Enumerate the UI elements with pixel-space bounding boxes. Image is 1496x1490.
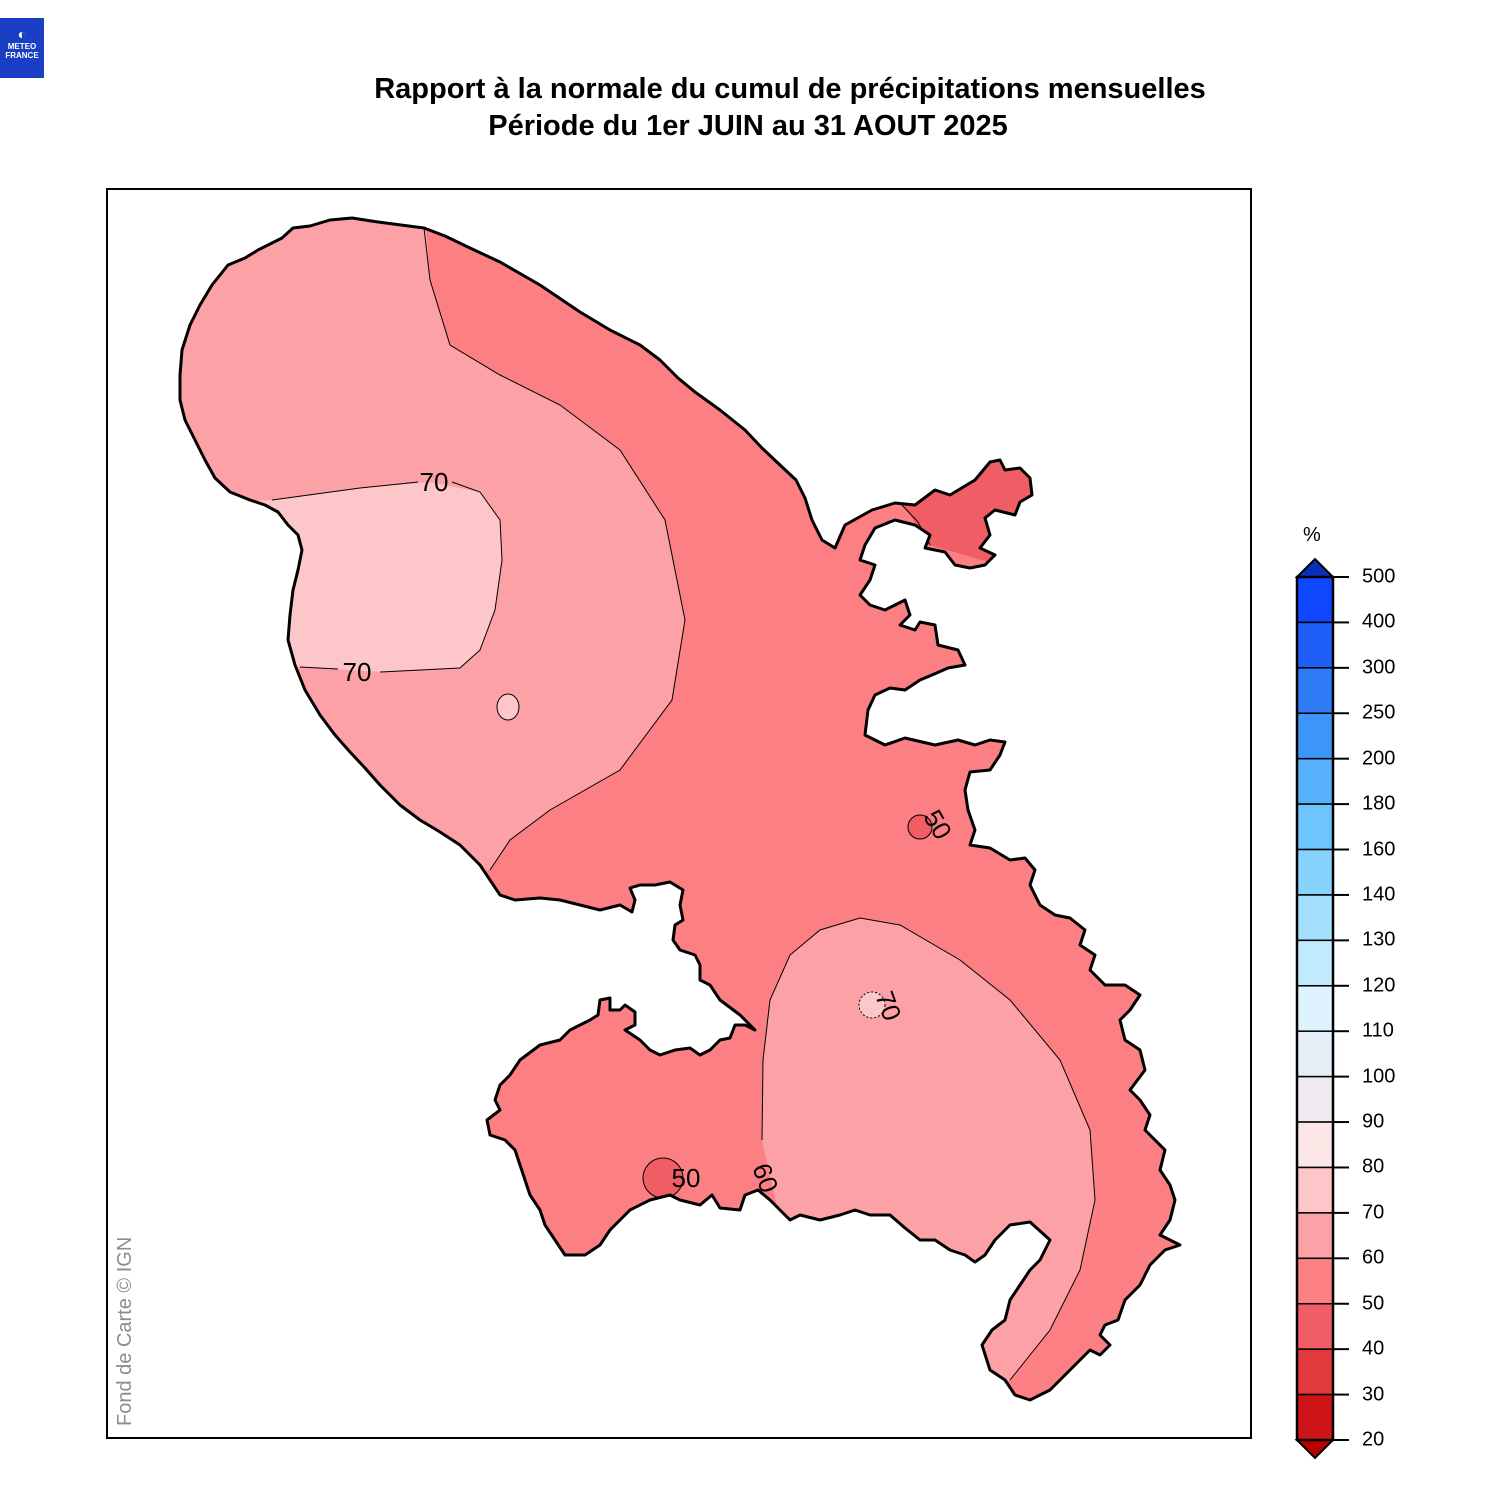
meteo-france-logo: ◐ METEO FRANCE — [0, 18, 44, 78]
legend-unit: % — [1303, 524, 1321, 546]
legend-bin — [1296, 939, 1334, 987]
zone-70-80-plateau — [180, 482, 502, 672]
legend-bin — [1296, 894, 1334, 942]
legend-tick-label: 400 — [1362, 610, 1396, 633]
legend-bin — [1296, 1212, 1334, 1260]
legend-bin — [1296, 1121, 1334, 1169]
legend-tick-label: 60 — [1362, 1246, 1385, 1269]
legend-colorbar — [1294, 557, 1349, 1460]
legend-tick-label: 250 — [1362, 701, 1396, 724]
legend-bin — [1296, 757, 1334, 805]
precipitation-zones — [180, 218, 1180, 1400]
zone-40-50-core-east — [907, 814, 933, 840]
legend-bin — [1296, 1257, 1334, 1305]
legend-tick-label: 120 — [1362, 974, 1396, 997]
legend-tick-label: 20 — [1362, 1428, 1385, 1451]
legend-tick-label: 70 — [1362, 1201, 1385, 1224]
legend-tick-label: 180 — [1362, 792, 1396, 815]
legend-bin — [1296, 985, 1334, 1032]
logo-line2: FRANCE — [5, 51, 39, 60]
map-credit: Fond de Carte © IGN — [114, 1236, 136, 1426]
legend-bin — [1296, 667, 1334, 715]
legend-bin — [1296, 1166, 1334, 1214]
legend-tick-label: 110 — [1362, 1019, 1394, 1042]
chart-title: Rapport à la normale du cumul de précipi… — [374, 73, 1206, 105]
contour-60-south — [761, 917, 1096, 1381]
legend-bin — [1296, 1030, 1334, 1078]
contour-label: 50 — [672, 1163, 701, 1193]
legend-bin — [1296, 1393, 1334, 1441]
contour-label: 70 — [343, 657, 372, 687]
zone-70-80-core-southeast — [858, 991, 886, 1019]
legend-bin — [1296, 712, 1334, 760]
logo-line1: METEO — [7, 42, 37, 51]
legend-bin — [1296, 1302, 1334, 1350]
legend-bin — [1296, 1348, 1334, 1396]
contour-70-north — [271, 481, 503, 673]
legend-tick-label: 500 — [1362, 565, 1396, 588]
meteo-france-logo-icon: ◐ — [17, 26, 27, 42]
legend-tick-label: 90 — [1362, 1110, 1385, 1133]
legend-under-arrow — [1294, 1439, 1336, 1460]
legend-over-arrow — [1294, 557, 1336, 578]
legend-tick-label: 50 — [1362, 1292, 1385, 1315]
legend-tick-label: 30 — [1362, 1383, 1385, 1406]
legend-bin — [1296, 1075, 1334, 1123]
legend-tick-label: 130 — [1362, 928, 1396, 951]
legend-tick-label: 160 — [1362, 838, 1396, 861]
legend-tick-label: 100 — [1362, 1065, 1396, 1088]
contour-60 — [423, 227, 686, 871]
legend-tick-label: 300 — [1362, 656, 1396, 679]
contour-label: 70 — [420, 467, 449, 497]
legend-bin — [1296, 576, 1334, 624]
legend-bin — [1296, 803, 1334, 851]
legend-bin — [1296, 848, 1334, 896]
chart-subtitle: Période du 1er JUIN au 31 AOUT 2025 — [488, 110, 1008, 142]
legend-tick-label: 200 — [1362, 747, 1396, 770]
legend-bin — [1296, 621, 1334, 669]
legend-tick-label: 40 — [1362, 1337, 1385, 1360]
zone-70-80-pocket — [496, 693, 520, 721]
legend-tick-label: 80 — [1362, 1155, 1385, 1178]
legend-tick-label: 140 — [1362, 883, 1396, 906]
map-frame — [106, 188, 1252, 1439]
